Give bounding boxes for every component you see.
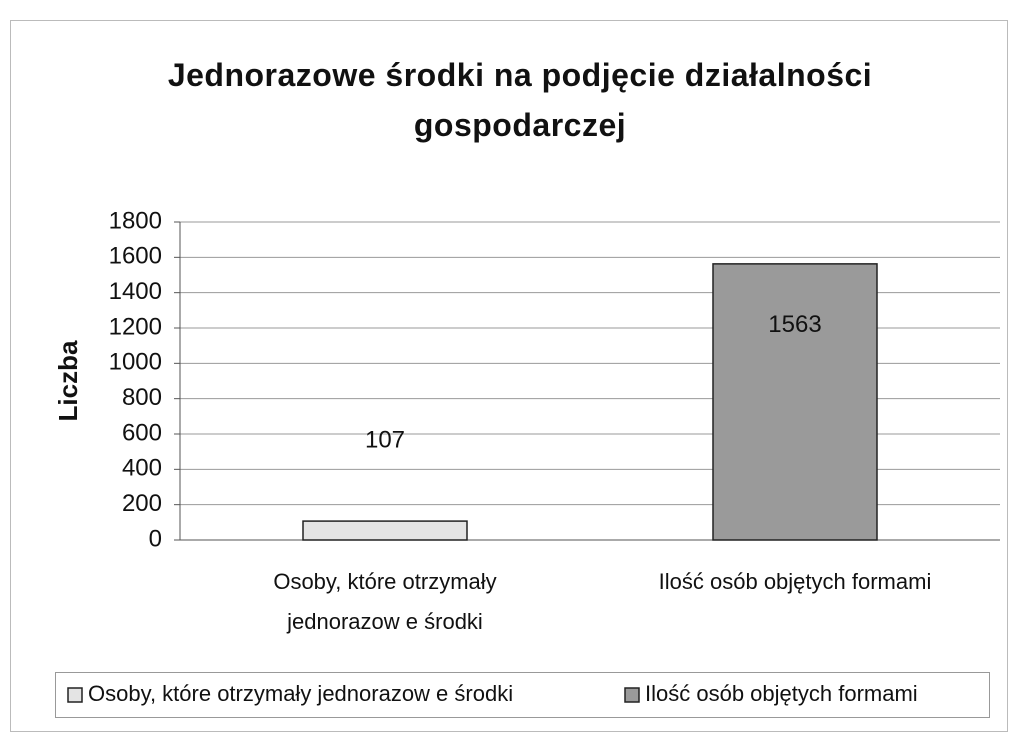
y-tick-label: 1400 bbox=[109, 278, 162, 305]
y-tick-label: 800 bbox=[122, 384, 162, 411]
y-axis-label: Liczba bbox=[53, 340, 83, 421]
chart-title: Jednorazowe środki na podjęcie działalno… bbox=[167, 57, 873, 143]
legend-swatch bbox=[624, 687, 640, 703]
legend-box bbox=[55, 672, 990, 718]
data-label: 107 bbox=[365, 426, 405, 453]
y-tick-label: 1600 bbox=[109, 243, 162, 270]
x-tick-label: Osoby, które otrzymały jednorazow e środ… bbox=[273, 569, 497, 634]
y-tick-label: 1000 bbox=[109, 349, 162, 376]
x-tick-label: Ilość osób objętych formami bbox=[658, 569, 932, 594]
y-tick-label: 600 bbox=[122, 419, 162, 446]
data-label: 1563 bbox=[768, 311, 821, 338]
y-tick-label: 200 bbox=[122, 490, 162, 517]
legend-label: Osoby, które otrzymały jednorazow e środ… bbox=[88, 681, 513, 706]
y-tick-label: 400 bbox=[122, 455, 162, 482]
legend-label: Ilość osób objętych formami bbox=[645, 681, 918, 706]
y-tick-label: 1800 bbox=[109, 207, 162, 234]
bar bbox=[302, 520, 468, 541]
y-tick-label: 1200 bbox=[109, 313, 162, 340]
bar bbox=[712, 263, 878, 541]
chart-frame bbox=[10, 20, 1008, 732]
legend-swatch bbox=[67, 687, 83, 703]
y-tick-label: 0 bbox=[149, 525, 162, 552]
